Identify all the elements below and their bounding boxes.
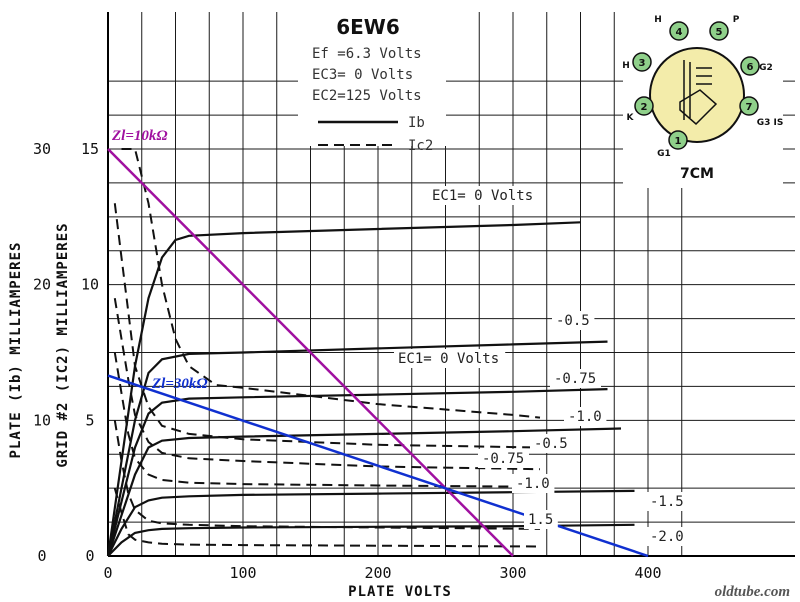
- curve-label-background: [552, 311, 595, 330]
- curve-label-background: [550, 369, 601, 388]
- curve-label-background: [394, 349, 506, 368]
- condition-ec3: EC3= 0 Volts: [312, 67, 413, 83]
- curve-label-background: [646, 527, 689, 546]
- pin-name: G3 IS: [757, 118, 784, 128]
- pin-name: H: [654, 15, 662, 25]
- y-tick-label-plate: 20: [33, 276, 51, 294]
- pin-3: [632, 52, 652, 72]
- curve-label-background: [478, 449, 529, 468]
- condition-ec2: EC2=125 Volts: [312, 88, 422, 104]
- screen-curve-label: -0.5: [534, 436, 568, 452]
- pin-name: K: [627, 113, 635, 123]
- plate-curve-label: -0.5: [556, 313, 590, 329]
- screen-curve-label: -0.75: [482, 451, 524, 467]
- y-axis-label-plate: PLATE (Ib) MILLIAMPERES: [8, 242, 24, 459]
- watermark: oldtube.com: [715, 584, 790, 600]
- screen-curve-label: -1.0: [516, 476, 550, 492]
- plate-curve: [107, 489, 635, 557]
- load-lines: Zl=10kΩ Zl=30kΩ: [107, 128, 649, 558]
- plate-curve: [107, 523, 635, 557]
- curve-label-background: [524, 510, 558, 529]
- curve-label-background: [428, 186, 540, 205]
- x-tick-label: 200: [364, 564, 391, 582]
- plate-curve-label: -2.0: [650, 529, 684, 545]
- screen-curve-label: EC1= 0 Volts: [398, 351, 499, 367]
- curve-labels: EC1= 0 Volts -0.5 -0.75 -1.0 -1.5 -2.0 EC1= 0 …: [394, 186, 689, 546]
- pin-number: 3: [639, 58, 646, 69]
- load-line-label: Zl=10kΩ: [111, 128, 168, 144]
- x-tick-label: 300: [499, 564, 526, 582]
- curve-label-background: [512, 474, 555, 493]
- plate-curve-label: -1.0: [568, 409, 602, 425]
- plate-curve-label: -0.75: [554, 371, 596, 387]
- electrode-icon: [679, 60, 718, 126]
- plate-curve: [106, 388, 608, 557]
- pin-7: [739, 96, 759, 116]
- axes: [107, 12, 795, 557]
- y-tick-label-screen: 5: [85, 411, 94, 429]
- pin-number: 5: [716, 27, 723, 38]
- curve-label-background: [646, 492, 689, 511]
- plate-curve-label: -1.5: [650, 494, 684, 510]
- pin-name: G2: [759, 63, 773, 73]
- plate-current-curves: [106, 221, 635, 557]
- plate-curve-label: EC1= 0 Volts: [432, 188, 533, 204]
- load-line: [107, 374, 649, 558]
- plate-curve: [106, 221, 581, 557]
- y-tick-label-screen: 15: [81, 140, 99, 158]
- y-tick-label-plate: 30: [33, 140, 51, 158]
- pin-name: H: [622, 61, 630, 71]
- pin-name: P: [733, 15, 740, 25]
- pin-2: [634, 96, 654, 116]
- y-axis-label-screen: GRID #2 (IC2) MILLIAMPERES: [55, 222, 71, 467]
- y-tick-label-plate: 10: [33, 411, 51, 429]
- pin-4: [669, 21, 689, 41]
- screen-curve: [113, 420, 541, 530]
- plate-curve: [106, 427, 622, 557]
- condition-ef: Ef =6.3 Volts: [312, 46, 422, 62]
- x-tick-label: 400: [634, 564, 661, 582]
- pin-number: 1: [675, 136, 682, 147]
- screen-curve: [113, 352, 541, 488]
- y-tick-label-screen: 0: [85, 547, 94, 565]
- legend-ic2-label: Ic2: [408, 138, 433, 154]
- pin-number: 6: [747, 62, 754, 73]
- pin-number: 4: [676, 27, 683, 38]
- screen-curve: [121, 148, 541, 419]
- pin-5: [709, 21, 729, 41]
- pin-name: G1: [657, 149, 671, 159]
- x-tick-label: 0: [103, 564, 112, 582]
- base-type-label: 7CM: [680, 166, 714, 182]
- pin-6: [740, 56, 760, 76]
- x-axis-label: PLATE VOLTS: [348, 584, 452, 600]
- screen-curve: [113, 203, 541, 449]
- x-tick-label: 100: [229, 564, 256, 582]
- screen-current-curves: [113, 148, 541, 548]
- y-tick-label-screen: 10: [81, 276, 99, 294]
- tube-base-circle: [649, 47, 745, 143]
- y-tick-label-plate: 0: [37, 547, 46, 565]
- pin-number: 2: [641, 102, 648, 113]
- chart-title: 6EW6: [336, 15, 400, 39]
- curve-label-background: [530, 434, 573, 453]
- load-line-label: Zl=30kΩ: [151, 376, 208, 392]
- pin-1: [668, 130, 688, 150]
- plate-curve: [106, 340, 608, 557]
- screen-curve-label: 1.5: [528, 512, 553, 528]
- curve-label-background: [564, 407, 607, 426]
- pin-number: 7: [746, 102, 753, 113]
- legend-ib-label: Ib: [408, 115, 425, 131]
